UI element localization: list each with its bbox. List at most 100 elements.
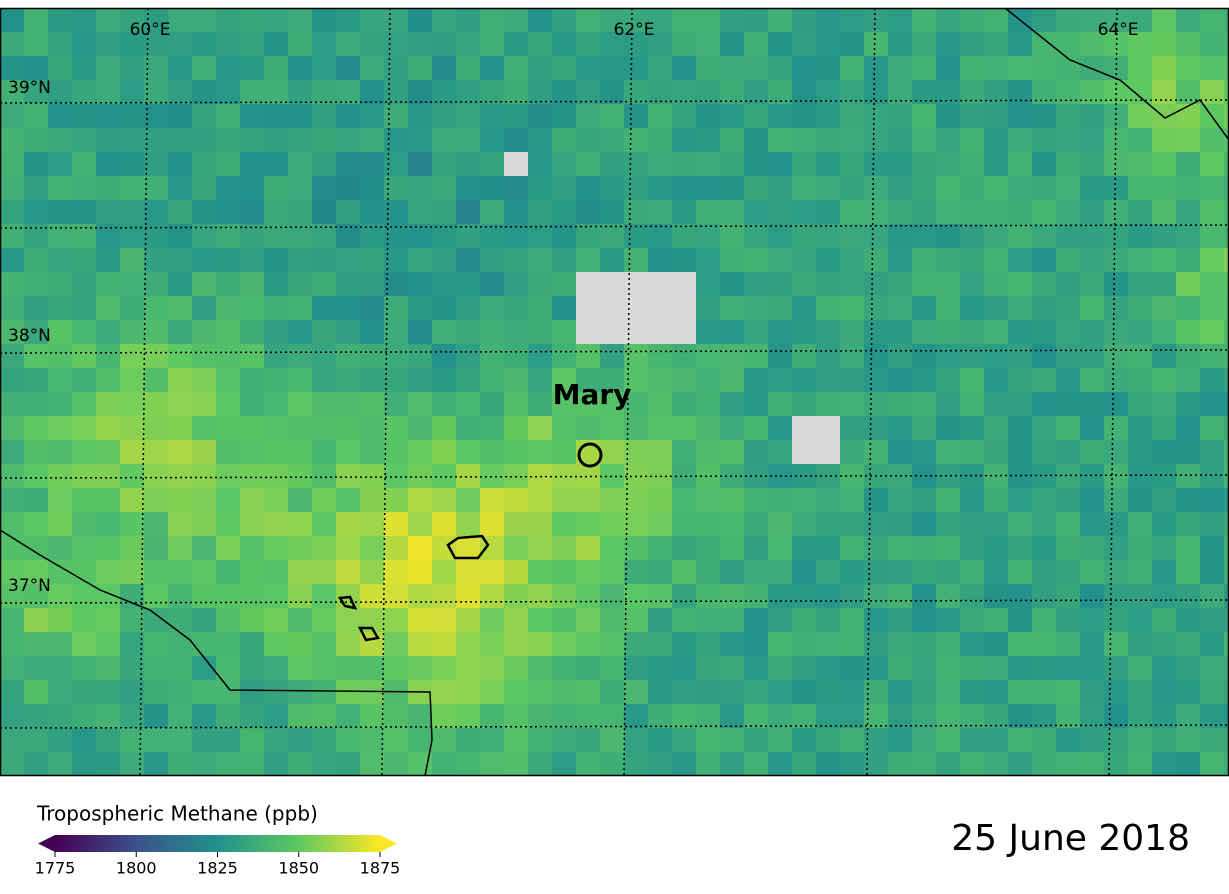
map-cell bbox=[936, 560, 961, 585]
map-cell bbox=[912, 32, 937, 57]
map-cell bbox=[216, 416, 241, 441]
map-cell bbox=[1056, 416, 1081, 441]
map-cell bbox=[360, 176, 385, 201]
map-cell bbox=[384, 488, 409, 513]
map-cell bbox=[528, 272, 553, 297]
map-cell bbox=[120, 200, 145, 225]
map-cell bbox=[240, 488, 265, 513]
map-cell bbox=[648, 512, 673, 537]
map-cell bbox=[624, 752, 649, 777]
map-cell bbox=[1056, 752, 1081, 777]
map-cell bbox=[336, 272, 361, 297]
map-cell bbox=[192, 56, 217, 81]
map-cell bbox=[768, 272, 793, 297]
map-cell bbox=[360, 32, 385, 57]
map-cell bbox=[24, 680, 49, 705]
map-cell bbox=[1200, 152, 1225, 177]
map-cell bbox=[72, 80, 97, 105]
map-cell bbox=[312, 128, 337, 153]
map-cell bbox=[240, 728, 265, 753]
map-cell bbox=[24, 248, 49, 273]
map-cell bbox=[720, 176, 745, 201]
map-cell bbox=[1128, 464, 1153, 489]
map-cell bbox=[912, 104, 937, 129]
map-cell bbox=[168, 152, 193, 177]
map-cell bbox=[1176, 320, 1201, 345]
map-cell bbox=[384, 704, 409, 729]
map-cell bbox=[936, 416, 961, 441]
map-cell bbox=[1032, 56, 1057, 81]
map-cell bbox=[240, 392, 265, 417]
map-cell bbox=[312, 104, 337, 129]
map-cell bbox=[1080, 560, 1105, 585]
map-cell bbox=[984, 8, 1009, 33]
map-cell bbox=[840, 392, 865, 417]
map-cell bbox=[72, 584, 97, 609]
map-cell bbox=[1104, 656, 1129, 681]
map-cell bbox=[264, 392, 289, 417]
map-cell bbox=[528, 368, 553, 393]
map-cell bbox=[0, 536, 25, 561]
map-cell bbox=[1080, 344, 1105, 369]
map-cell bbox=[816, 248, 841, 273]
map-cell bbox=[696, 320, 721, 345]
lon-label: 62°E bbox=[614, 20, 655, 40]
map-cell bbox=[888, 752, 913, 777]
map-cell bbox=[264, 320, 289, 345]
map-cell bbox=[936, 584, 961, 609]
map-cell bbox=[1152, 104, 1177, 129]
map-cell bbox=[240, 8, 265, 33]
map-cell bbox=[288, 344, 313, 369]
map-cell bbox=[864, 416, 889, 441]
map-cell bbox=[216, 752, 241, 777]
map-cell bbox=[792, 248, 817, 273]
map-cell bbox=[792, 104, 817, 129]
map-cell bbox=[216, 8, 241, 33]
map-cell bbox=[720, 272, 745, 297]
map-cell bbox=[504, 752, 529, 777]
map-cell bbox=[912, 296, 937, 321]
map-cell bbox=[504, 704, 529, 729]
map-cell bbox=[1152, 128, 1177, 153]
map-cell bbox=[264, 608, 289, 633]
map-cell bbox=[624, 608, 649, 633]
map-cell bbox=[288, 320, 313, 345]
map-cell bbox=[1200, 248, 1225, 273]
map-cell bbox=[72, 440, 97, 465]
map-cell bbox=[0, 344, 25, 369]
map-cell bbox=[600, 224, 625, 249]
map-cell bbox=[1152, 752, 1177, 777]
map-cell bbox=[168, 488, 193, 513]
map-cell bbox=[504, 248, 529, 273]
map-cell bbox=[24, 752, 49, 777]
map-cell bbox=[504, 488, 529, 513]
map-cell bbox=[48, 488, 73, 513]
map-cell bbox=[0, 272, 25, 297]
map-cell bbox=[576, 416, 601, 441]
map-cell bbox=[1104, 728, 1129, 753]
map-cell bbox=[48, 536, 73, 561]
map-cell bbox=[1008, 536, 1033, 561]
map-cell bbox=[312, 296, 337, 321]
map-cell bbox=[456, 416, 481, 441]
map-cell bbox=[480, 104, 505, 129]
map-cell bbox=[624, 584, 649, 609]
map-cell bbox=[168, 8, 193, 33]
map-cell bbox=[1152, 56, 1177, 81]
map-cell bbox=[72, 272, 97, 297]
map-cell bbox=[1008, 344, 1033, 369]
map-cell bbox=[96, 704, 121, 729]
map-cell bbox=[168, 536, 193, 561]
map-cell bbox=[672, 128, 697, 153]
map-cell bbox=[0, 392, 25, 417]
map-cell bbox=[984, 488, 1009, 513]
map-cell bbox=[240, 152, 265, 177]
map-cell bbox=[936, 536, 961, 561]
map-cell bbox=[720, 560, 745, 585]
map-cell bbox=[312, 320, 337, 345]
map-cell bbox=[1032, 344, 1057, 369]
map-cell bbox=[72, 752, 97, 777]
map-cell bbox=[552, 128, 577, 153]
map-cell bbox=[192, 200, 217, 225]
map-cell bbox=[840, 368, 865, 393]
